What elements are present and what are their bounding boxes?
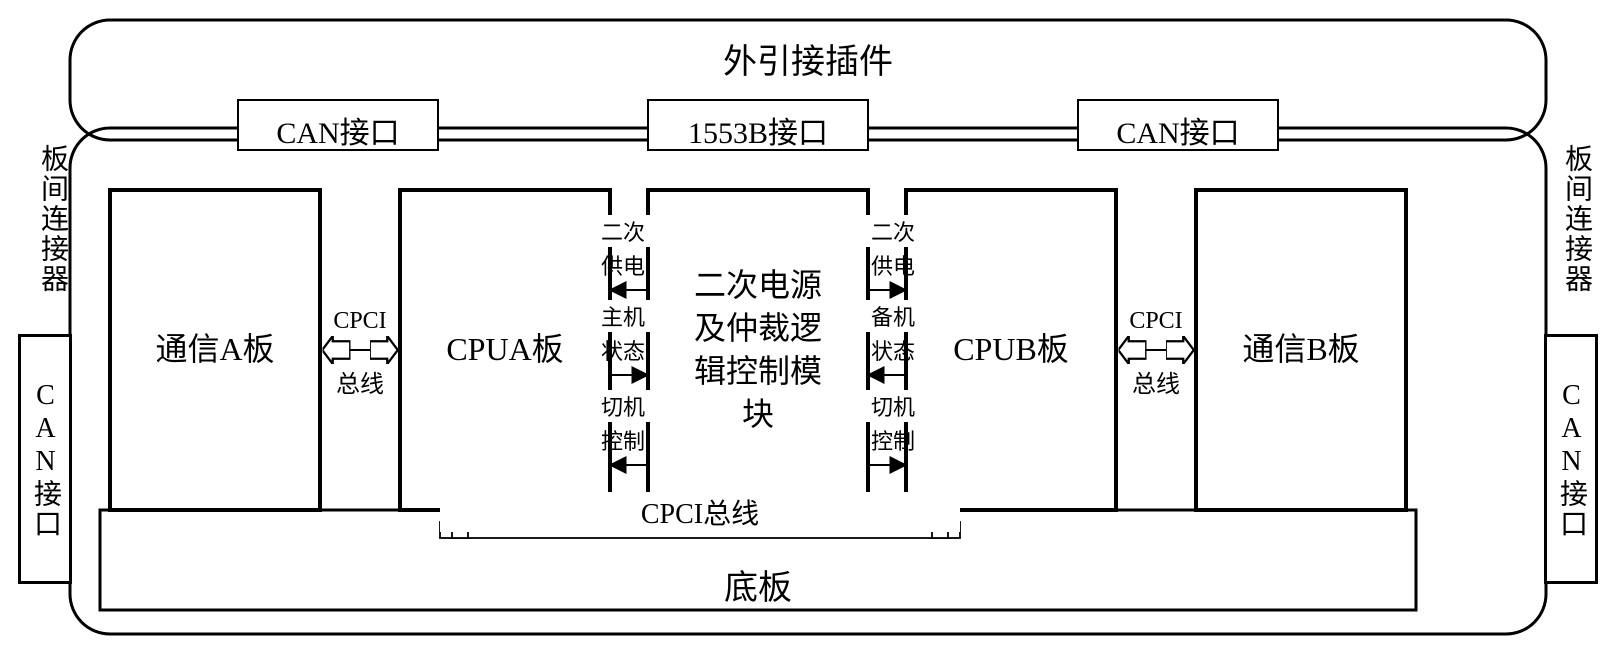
top-port-1553b: 1553B接口 <box>648 108 868 152</box>
psu-left-l3-top: 切机 <box>592 390 654 422</box>
frame-side-label-left: 板间连接器 <box>32 144 72 294</box>
backplane-title: 底板 <box>100 560 1416 609</box>
cpci-link-bot-cpci-2: 总线 <box>1116 364 1196 399</box>
psu-right-r1-top: 二次 <box>862 215 924 247</box>
cpci-link-top-cpci-1: CPCI <box>320 308 400 335</box>
module-psu: 二次电源 及仲裁逻 辑控制模 块 <box>648 264 868 437</box>
psu-left-l2-top: 主机 <box>592 300 654 332</box>
top-port-can-right: CAN接口 <box>1078 108 1278 152</box>
psu-left-l2-bot: 状态 <box>592 334 654 366</box>
frame-side-label-right: 板间连接器 <box>1556 144 1596 294</box>
module-cpu-b: CPUB板 <box>906 328 1116 371</box>
module-comm-a: 通信A板 <box>110 328 320 371</box>
module-comm-b: 通信B板 <box>1196 328 1406 371</box>
psu-left-l1-top: 二次 <box>592 215 654 247</box>
top-connector-title: 外引接插件 <box>70 34 1546 83</box>
psu-right-r2-bot: 状态 <box>862 334 924 366</box>
psu-right-r3-bot: 控制 <box>862 424 924 456</box>
module-cpu-a: CPUA板 <box>400 328 610 371</box>
psu-right-r2-top: 备机 <box>862 300 924 332</box>
top-port-can-left: CAN接口 <box>238 108 438 152</box>
cpci-bus-label: CPCI总线 <box>440 492 960 532</box>
can-side-right-label: CAN接口 <box>1551 380 1591 539</box>
psu-right-r1-bot: 供电 <box>862 249 924 281</box>
psu-left-l3-bot: 控制 <box>592 424 654 456</box>
psu-right-r3-top: 切机 <box>862 390 924 422</box>
cpci-link-top-cpci-2: CPCI <box>1116 308 1196 335</box>
psu-left-l1-bot: 供电 <box>592 249 654 281</box>
can-side-left: CAN接口 <box>18 334 72 584</box>
can-side-right: CAN接口 <box>1544 334 1598 584</box>
cpci-link-bot-cpci-1: 总线 <box>320 364 400 399</box>
can-side-left-label: CAN接口 <box>25 380 65 539</box>
